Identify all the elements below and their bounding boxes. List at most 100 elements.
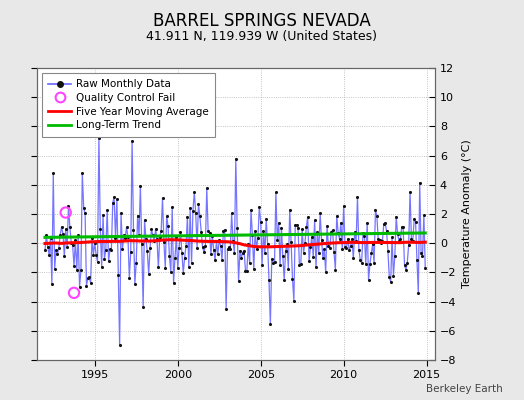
Point bbox=[292, 222, 301, 228]
Point bbox=[223, 246, 232, 252]
Point bbox=[268, 256, 276, 262]
Point bbox=[118, 246, 127, 252]
Point bbox=[249, 266, 258, 272]
Point bbox=[418, 253, 427, 259]
Point bbox=[161, 264, 169, 271]
Point bbox=[75, 284, 84, 290]
Point bbox=[153, 236, 161, 242]
Point bbox=[316, 210, 324, 216]
Point bbox=[280, 277, 288, 283]
Point bbox=[42, 232, 50, 238]
Point bbox=[48, 281, 56, 288]
Point bbox=[409, 238, 417, 244]
Point bbox=[342, 245, 351, 251]
Point bbox=[260, 250, 269, 256]
Point bbox=[151, 226, 160, 232]
Point bbox=[407, 236, 416, 242]
Point bbox=[318, 237, 326, 243]
Point bbox=[388, 234, 396, 240]
Point bbox=[188, 260, 196, 267]
Point bbox=[114, 272, 123, 278]
Point bbox=[337, 220, 345, 226]
Point bbox=[121, 235, 129, 241]
Point bbox=[61, 226, 70, 232]
Point bbox=[54, 245, 63, 251]
Point bbox=[100, 256, 108, 262]
Point bbox=[193, 244, 201, 251]
Point bbox=[302, 224, 311, 230]
Point bbox=[329, 227, 337, 233]
Point bbox=[307, 244, 315, 250]
Point bbox=[356, 257, 365, 263]
Point bbox=[189, 208, 197, 214]
Point bbox=[421, 264, 430, 271]
Point bbox=[270, 258, 279, 265]
Point bbox=[179, 270, 188, 276]
Point bbox=[74, 232, 82, 238]
Point bbox=[52, 247, 60, 254]
Point bbox=[117, 210, 125, 216]
Point bbox=[276, 262, 284, 269]
Point bbox=[150, 238, 158, 244]
Point bbox=[61, 209, 70, 216]
Point bbox=[93, 258, 102, 265]
Point bbox=[59, 230, 67, 237]
Point bbox=[370, 260, 378, 266]
Point bbox=[145, 271, 153, 278]
Point bbox=[410, 216, 418, 222]
Point bbox=[129, 226, 138, 233]
Point bbox=[312, 264, 320, 271]
Point bbox=[171, 255, 179, 261]
Point bbox=[298, 226, 307, 233]
Point bbox=[340, 202, 348, 209]
Point bbox=[132, 259, 140, 266]
Point bbox=[227, 210, 236, 217]
Point bbox=[313, 229, 322, 235]
Point bbox=[162, 213, 171, 219]
Point bbox=[309, 254, 318, 260]
Point bbox=[346, 243, 355, 249]
Point bbox=[232, 155, 240, 162]
Point bbox=[352, 238, 361, 244]
Point bbox=[310, 217, 319, 224]
Point bbox=[182, 242, 190, 249]
Point bbox=[379, 221, 388, 228]
Point bbox=[199, 244, 207, 250]
Point bbox=[140, 217, 149, 223]
Point bbox=[149, 232, 157, 238]
Point bbox=[324, 243, 333, 250]
Point bbox=[233, 225, 242, 232]
Point bbox=[322, 269, 330, 276]
Point bbox=[70, 290, 78, 296]
Point bbox=[50, 266, 59, 272]
Point bbox=[305, 258, 313, 264]
Point bbox=[286, 206, 294, 213]
Point bbox=[186, 205, 194, 211]
Point bbox=[86, 280, 95, 286]
Point bbox=[254, 234, 262, 241]
Point bbox=[160, 239, 168, 245]
Point bbox=[53, 251, 62, 258]
Point bbox=[60, 253, 69, 260]
Point bbox=[253, 245, 261, 252]
Point bbox=[357, 260, 366, 266]
Point bbox=[56, 232, 64, 238]
Point bbox=[84, 275, 92, 282]
Point bbox=[247, 207, 255, 213]
Point bbox=[335, 236, 344, 242]
Point bbox=[200, 249, 208, 256]
Point bbox=[139, 303, 147, 310]
Point bbox=[374, 236, 383, 242]
Point bbox=[89, 252, 97, 258]
Point bbox=[211, 257, 219, 263]
Point bbox=[291, 222, 299, 229]
Point bbox=[158, 195, 167, 201]
Point bbox=[205, 230, 214, 236]
Point bbox=[301, 240, 309, 246]
Point bbox=[327, 229, 335, 235]
Point bbox=[173, 264, 182, 271]
Point bbox=[355, 246, 363, 253]
Point bbox=[368, 241, 377, 247]
Point bbox=[96, 226, 104, 232]
Point bbox=[218, 256, 226, 263]
